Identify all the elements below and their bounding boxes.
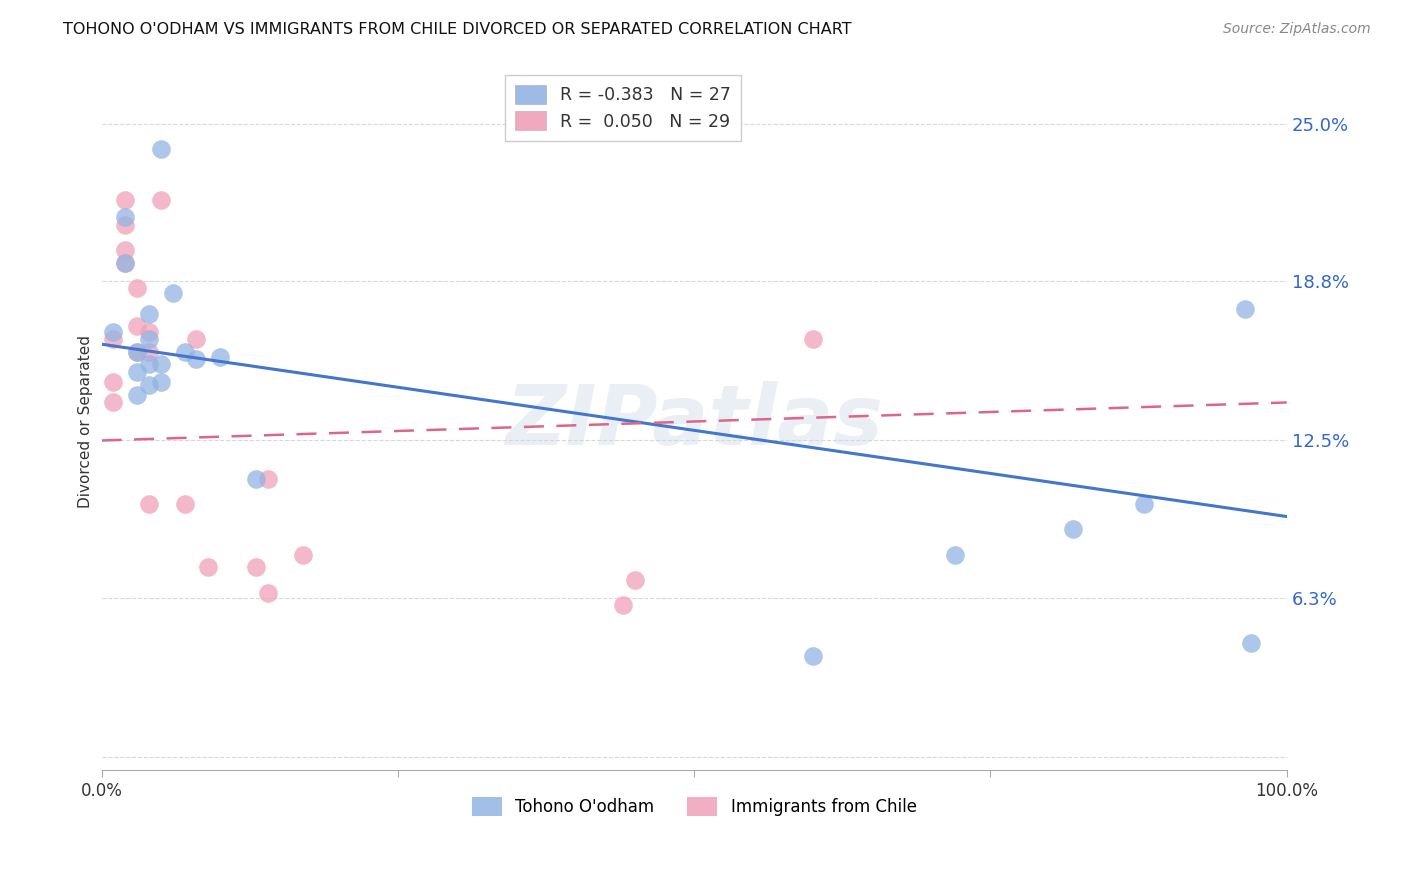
Point — [138, 497, 160, 511]
Point — [256, 471, 278, 485]
Point — [173, 497, 195, 511]
Point — [245, 471, 267, 485]
Point — [103, 325, 125, 339]
Text: Source: ZipAtlas.com: Source: ZipAtlas.com — [1223, 22, 1371, 37]
Point — [173, 344, 195, 359]
Point — [127, 344, 149, 359]
Point — [197, 560, 219, 574]
Point — [801, 648, 824, 663]
Text: ZIPatlas: ZIPatlas — [505, 381, 883, 462]
Point — [245, 560, 267, 574]
Point — [1240, 636, 1263, 650]
Point — [256, 585, 278, 599]
Point — [138, 344, 160, 359]
Point — [127, 344, 149, 359]
Point — [127, 319, 149, 334]
Point — [114, 256, 136, 270]
Point — [114, 256, 136, 270]
Point — [1234, 301, 1257, 316]
Point — [149, 142, 172, 156]
Point — [103, 332, 125, 346]
Point — [114, 211, 136, 225]
Legend: Tohono O'odham, Immigrants from Chile: Tohono O'odham, Immigrants from Chile — [463, 789, 925, 824]
Point — [1133, 497, 1156, 511]
Point — [138, 332, 160, 346]
Point — [943, 548, 966, 562]
Point — [149, 193, 172, 207]
Point — [612, 599, 634, 613]
Point — [138, 325, 160, 339]
Point — [1062, 522, 1084, 536]
Point — [292, 548, 315, 562]
Text: TOHONO O'ODHAM VS IMMIGRANTS FROM CHILE DIVORCED OR SEPARATED CORRELATION CHART: TOHONO O'ODHAM VS IMMIGRANTS FROM CHILE … — [63, 22, 852, 37]
Point — [186, 332, 208, 346]
Point — [127, 388, 149, 402]
Y-axis label: Divorced or Separated: Divorced or Separated — [79, 335, 93, 508]
Point — [127, 281, 149, 295]
Point — [624, 573, 647, 587]
Point — [127, 365, 149, 379]
Point — [103, 375, 125, 389]
Point — [149, 375, 172, 389]
Point — [103, 395, 125, 409]
Point — [149, 358, 172, 372]
Point — [138, 307, 160, 321]
Point — [114, 244, 136, 258]
Point — [138, 358, 160, 372]
Point — [138, 377, 160, 392]
Point — [209, 350, 232, 364]
Point — [801, 332, 824, 346]
Point — [162, 286, 184, 301]
Point — [114, 218, 136, 232]
Point — [186, 352, 208, 367]
Point — [114, 193, 136, 207]
